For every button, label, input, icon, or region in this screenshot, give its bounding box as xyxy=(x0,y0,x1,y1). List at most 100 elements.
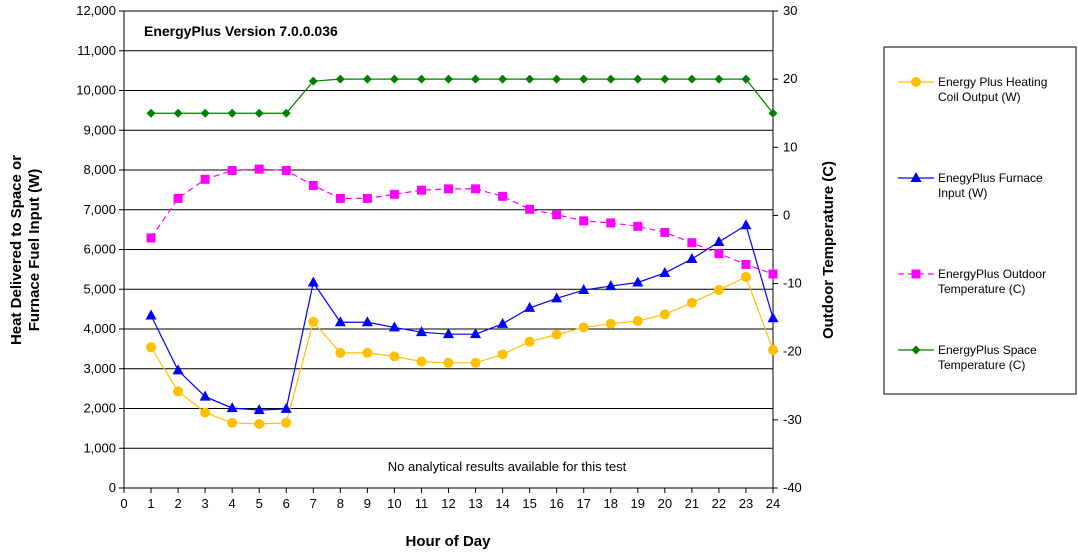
data-point xyxy=(606,74,616,84)
y2-tick-label: -40 xyxy=(783,480,802,495)
legend-label-line: Temperature (C) xyxy=(938,282,1025,296)
data-point xyxy=(254,419,265,430)
data-point xyxy=(444,184,453,194)
legend-entry: EnegyPlus Furnace Input (W) xyxy=(898,171,1043,200)
data-point xyxy=(687,238,697,248)
data-point xyxy=(470,357,481,368)
data-point xyxy=(713,285,724,296)
data-point xyxy=(686,297,697,308)
x-tick-label: 14 xyxy=(495,496,509,511)
data-point xyxy=(497,317,509,328)
series-3 xyxy=(146,164,778,279)
data-point xyxy=(254,108,264,118)
series-line xyxy=(150,276,774,425)
x-tick-label: 13 xyxy=(468,496,482,511)
x-tick-label: 22 xyxy=(712,496,726,511)
data-point xyxy=(740,271,751,282)
data-point xyxy=(606,218,616,228)
grid-lines xyxy=(124,50,773,449)
data-point xyxy=(767,312,779,323)
data-point xyxy=(389,351,400,362)
legend-label: EnergyPlus Space Temperature (C) xyxy=(938,343,1037,372)
legend-entry: EnergyPlus Outdoor Temperature (C) xyxy=(898,267,1046,296)
data-point xyxy=(200,174,210,184)
x-tick-label: 16 xyxy=(549,496,563,511)
y-tick-label: 4,000 xyxy=(83,321,116,336)
data-point xyxy=(308,180,318,190)
data-point xyxy=(335,347,346,358)
data-point xyxy=(471,184,481,194)
y-axis-title-text: Heat Delivered to Space orFurnace Fuel I… xyxy=(8,155,43,345)
data-point xyxy=(498,191,508,201)
data-point xyxy=(227,165,237,175)
y-tick-label: 9,000 xyxy=(83,122,116,137)
data-point xyxy=(497,349,508,360)
data-point xyxy=(200,108,210,118)
x-tick-label: 2 xyxy=(174,496,181,511)
data-point xyxy=(551,329,562,340)
data-point xyxy=(741,259,751,269)
y-tick-label: 7,000 xyxy=(83,202,116,217)
data-point xyxy=(524,301,536,312)
data-point xyxy=(362,347,373,358)
data-point xyxy=(686,253,698,264)
data-point xyxy=(281,108,291,118)
data-point xyxy=(253,404,265,415)
data-point xyxy=(552,74,562,84)
chart-annotation: No analytical results available for this… xyxy=(388,459,627,474)
x-tick-label: 3 xyxy=(202,496,209,511)
legend-label-line: EnergyPlus Space xyxy=(938,343,1037,357)
data-point xyxy=(146,342,157,353)
legend-entry: Energy Plus Heating Coil Output (W) xyxy=(898,75,1047,104)
data-point xyxy=(605,280,617,291)
y2-tick-label: 20 xyxy=(783,71,797,86)
y2-tick-label: -20 xyxy=(783,344,802,359)
data-point xyxy=(471,74,481,84)
x-tick-label: 10 xyxy=(387,496,401,511)
x-tick-label: 4 xyxy=(229,496,236,511)
data-point xyxy=(579,74,589,84)
x-tick-label: 1 xyxy=(147,496,154,511)
x-tick-label: 9 xyxy=(364,496,371,511)
x-tick-label: 0 xyxy=(120,496,127,511)
data-point xyxy=(415,326,427,337)
data-point xyxy=(362,74,372,84)
data-point xyxy=(416,356,427,367)
legend-box xyxy=(883,46,1077,395)
legend-marker xyxy=(911,269,921,279)
x-tick-label: 6 xyxy=(283,496,290,511)
data-point xyxy=(768,108,778,118)
data-point xyxy=(525,204,535,214)
x-tick-label: 23 xyxy=(739,496,753,511)
x-tick-label: 5 xyxy=(256,496,263,511)
data-point xyxy=(714,249,724,259)
data-point xyxy=(444,74,453,84)
data-point xyxy=(173,108,183,118)
data-point xyxy=(416,185,426,195)
data-point xyxy=(659,266,671,277)
series-line xyxy=(150,168,774,275)
x-tick-label: 8 xyxy=(337,496,344,511)
y-tick-label: 1,000 xyxy=(83,440,116,455)
legend-label-line: EnegyPlus Furnace xyxy=(938,171,1043,185)
y-tick-label: 5,000 xyxy=(83,281,116,296)
y-tick-label: 3,000 xyxy=(83,361,116,376)
x-tick-label: 18 xyxy=(604,496,618,511)
y-tick-label: 6,000 xyxy=(83,242,116,257)
legend-marker xyxy=(911,77,921,87)
x-tick-label: 24 xyxy=(766,496,780,511)
data-point xyxy=(740,219,752,230)
data-point xyxy=(389,74,399,84)
y2-axis-title: Outdoor Temperature (C) xyxy=(820,161,837,339)
data-point xyxy=(578,322,589,333)
legend-label-line: Input (W) xyxy=(938,186,987,200)
y2-tick-label: -30 xyxy=(783,412,802,427)
legend-label: EnergyPlus Outdoor Temperature (C) xyxy=(938,267,1046,296)
y2-tick-label: 10 xyxy=(783,139,797,154)
y-axis-title-line: Heat Delivered to Space or xyxy=(8,155,25,345)
legend-label: Energy Plus Heating Coil Output (W) xyxy=(938,75,1047,104)
data-point xyxy=(335,74,345,84)
data-point xyxy=(632,276,644,287)
series-1 xyxy=(146,271,778,430)
